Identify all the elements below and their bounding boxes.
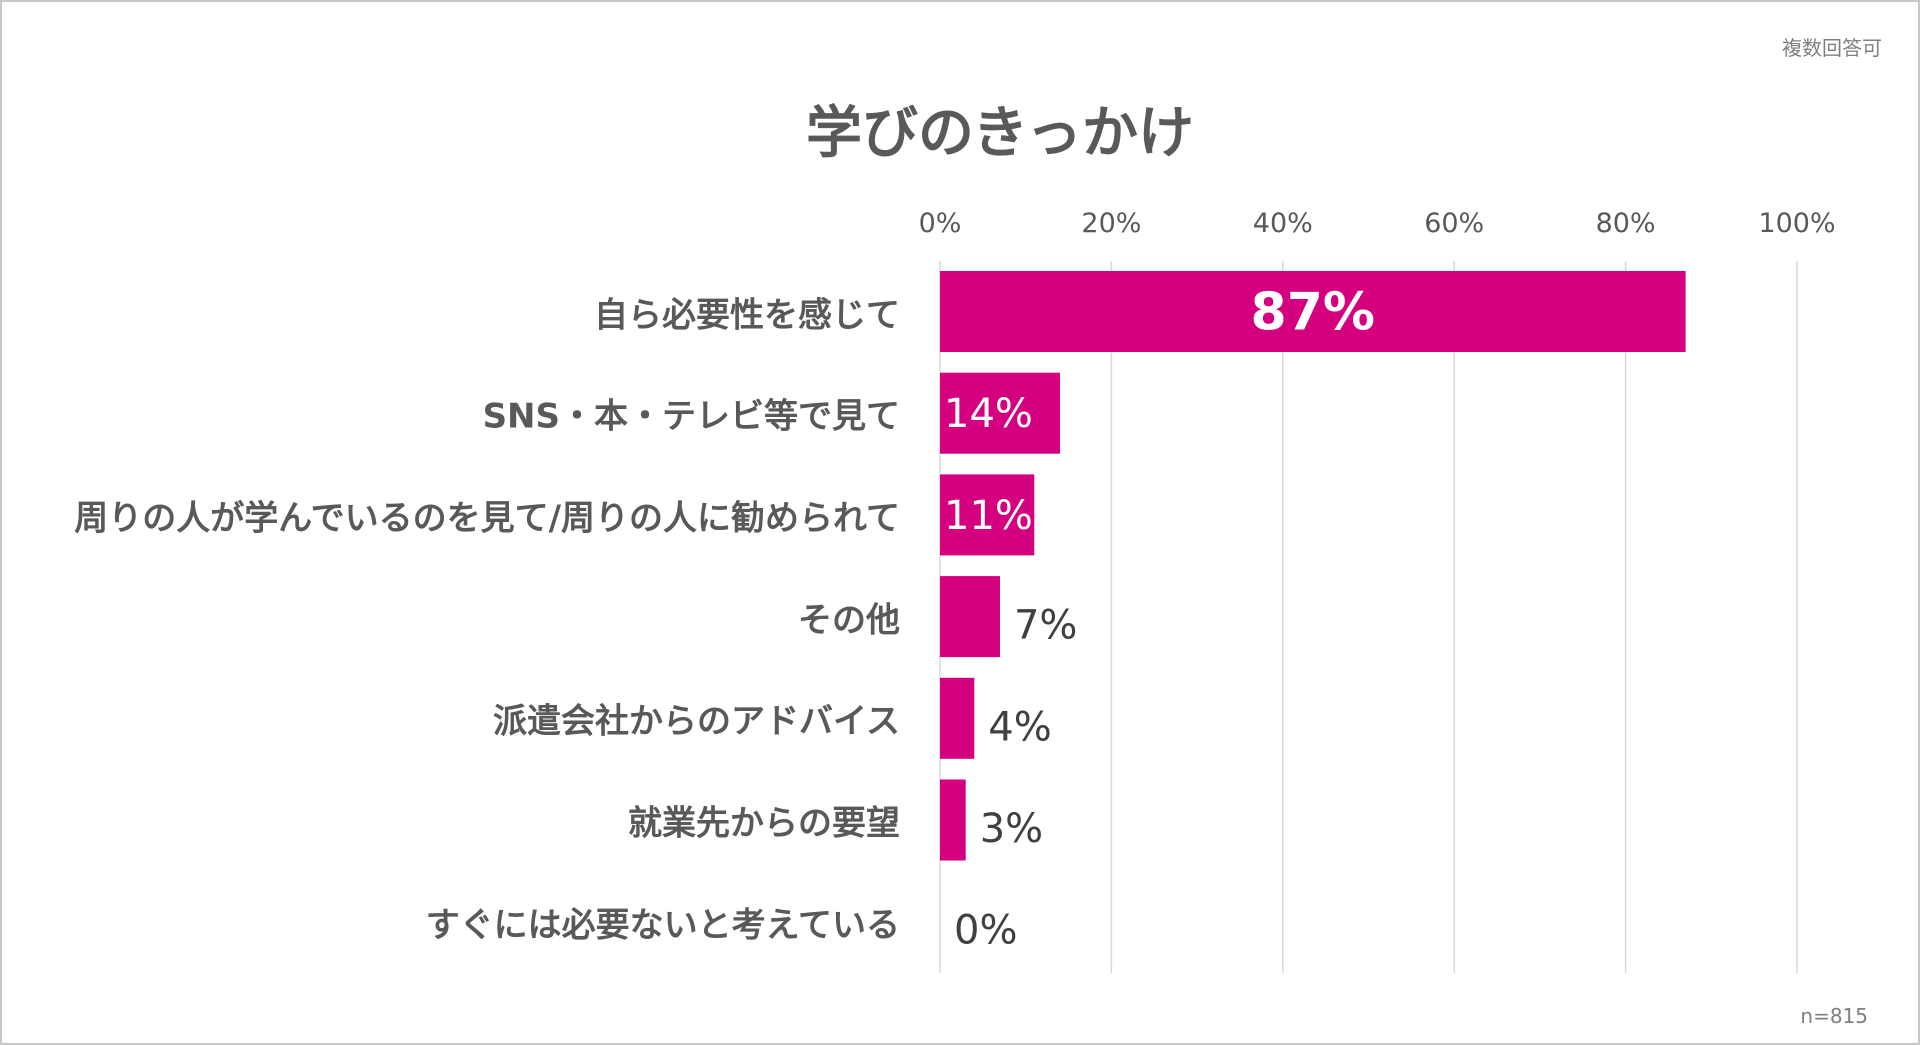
category-label: 自ら必要性を感じて (594, 295, 900, 335)
bar (940, 576, 1000, 658)
x-tick-label: 40% (1253, 208, 1313, 239)
sample-size: n=815 (1800, 1004, 1868, 1028)
bar (940, 779, 966, 861)
data-label: 3% (980, 806, 1043, 852)
data-label: 87% (1251, 283, 1375, 343)
category-label: 周りの人が学んでいるのを見て/周りの人に勧められて (74, 498, 900, 539)
category-label: すぐには必要ないと考えている (425, 905, 900, 946)
data-label: 7% (1014, 603, 1077, 649)
data-label: 14% (944, 391, 1033, 437)
x-tick-label: 60% (1424, 208, 1484, 239)
bar (940, 474, 1035, 556)
category-label: 就業先からの要望 (628, 803, 900, 844)
multiple-answers-note: 複数回答可 (1782, 36, 1882, 60)
x-tick-label: 0% (919, 208, 962, 239)
x-tick-label: 80% (1596, 208, 1656, 239)
data-label: 4% (988, 704, 1051, 750)
category-label: その他 (798, 600, 900, 641)
category-label: SNS・本・テレビ等で見て (482, 396, 900, 437)
data-label: 11% (944, 493, 1033, 539)
x-tick-label: 20% (1081, 208, 1141, 239)
category-label: 派遣会社からのアドバイス (493, 701, 900, 742)
bar (940, 271, 1686, 352)
bar (940, 372, 1060, 454)
data-label: 0% (954, 908, 1017, 954)
chart-title: 学びのきっかけ (805, 101, 1195, 166)
x-tick-label: 100% (1758, 208, 1835, 239)
bar (940, 677, 975, 759)
